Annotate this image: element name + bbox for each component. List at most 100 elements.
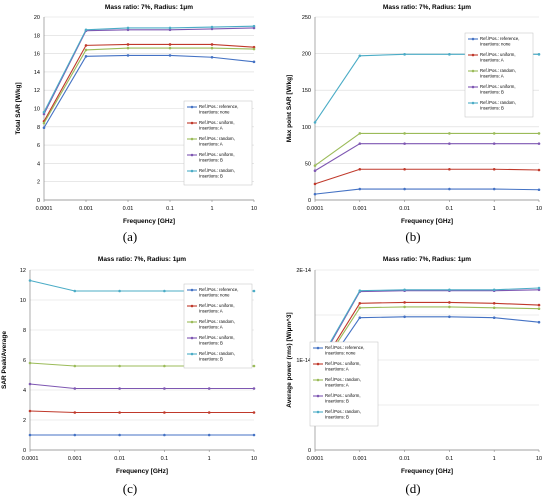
series-1-point: [358, 316, 362, 319]
series-2-point: [313, 182, 317, 186]
legend-marker: [190, 153, 194, 157]
x-tick-label: 0.1: [166, 206, 174, 212]
series-5-point: [537, 286, 541, 290]
legend-label: Insertions: none: [199, 110, 230, 115]
x-axis-label: Frequency [GHz]: [123, 218, 175, 225]
legend-label: Ref./Pos.: uniform,: [480, 84, 516, 89]
series-3-point: [163, 364, 166, 368]
series-5-point: [252, 289, 256, 293]
series-1-point: [163, 433, 166, 437]
y-tick-label: 2: [37, 180, 40, 186]
legend-marker: [190, 352, 194, 356]
y-tick-label: 1E-14: [296, 358, 311, 364]
series-4-point: [252, 387, 256, 390]
series-2-point: [358, 167, 362, 171]
legend-label: Insertions: B: [199, 158, 223, 163]
series-line-2: [43, 43, 255, 122]
series-1-point: [537, 320, 541, 324]
legend-label: Insertions: A: [199, 126, 223, 131]
legend-label: Insertions: A: [480, 58, 504, 63]
legend-label: Ref./Pos.: uniform,: [199, 120, 235, 125]
legend-marker: [190, 169, 194, 173]
series-1-point: [28, 433, 32, 437]
series-3-point: [42, 121, 46, 125]
legend-label: Ref./Pos.: reference,: [199, 104, 238, 109]
x-tick-label: 0.1: [446, 206, 454, 212]
y-tick-label: 20: [34, 15, 40, 21]
legend-label: Ref./Pos.: reference,: [480, 36, 519, 41]
series-3-point: [252, 47, 256, 51]
x-tick-label: 0.001: [79, 206, 93, 212]
panel-caption: (d): [405, 481, 420, 496]
series-3-point: [448, 305, 451, 309]
y-axis-label: Max point SAR [W/kg]: [286, 75, 293, 143]
series-3-point: [118, 364, 121, 368]
legend-marker: [316, 378, 320, 382]
x-tick-label: 0.001: [353, 456, 367, 462]
series-3-point: [448, 132, 451, 135]
legend-label: Ref./Pos.: uniform,: [325, 393, 361, 398]
legend-label: Insertions: B: [199, 357, 223, 362]
y-tick-label: 0: [37, 198, 40, 204]
y-tick-label: 50: [305, 161, 311, 167]
series-4-point: [358, 142, 362, 145]
x-tick-label: 10: [251, 206, 257, 212]
series-2-point: [73, 411, 77, 414]
series-2-point: [163, 411, 166, 414]
series-4-point: [73, 387, 77, 390]
legend-label: Insertions: none: [199, 293, 230, 298]
legend-label: Insertions: A: [199, 325, 223, 330]
series-3-point: [403, 305, 406, 309]
series-2-point: [28, 409, 32, 413]
series-5-point: [403, 53, 406, 56]
series-2-point: [252, 411, 256, 414]
legend-label: Ref./Pos.: reference,: [199, 287, 238, 292]
series-4-point: [492, 142, 496, 145]
y-tick-label: 16: [34, 52, 40, 58]
x-tick-label: 0.0001: [307, 206, 324, 212]
y-tick-label: 250: [302, 15, 311, 21]
series-1-point: [126, 54, 130, 57]
legend-label: Ref./Pos.: random,: [199, 319, 235, 324]
series-2-point: [448, 167, 451, 171]
series-4-point: [313, 169, 317, 173]
x-tick-label: 1: [493, 456, 496, 462]
x-tick-label: 0.0001: [22, 456, 39, 462]
series-5-point: [358, 54, 362, 58]
series-1-point: [252, 433, 256, 437]
series-2-point: [403, 301, 406, 304]
legend-marker: [190, 105, 194, 109]
series-1-point: [403, 187, 406, 191]
y-tick-label: 150: [302, 88, 311, 94]
y-tick-label: 2: [23, 418, 26, 424]
series-line-1: [314, 188, 540, 195]
series-line-4: [314, 143, 539, 172]
y-tick-label: 10: [20, 298, 26, 304]
panel-caption: (b): [405, 229, 420, 244]
legend-marker: [316, 362, 320, 366]
series-2-point: [126, 43, 130, 46]
x-tick-label: 1: [210, 206, 213, 212]
series-1-point: [210, 55, 214, 59]
series-3-point: [73, 364, 77, 368]
series-2-point: [210, 43, 214, 46]
legend-marker: [316, 346, 320, 350]
series-1-point: [252, 60, 256, 64]
series-4-point: [403, 142, 406, 145]
series-2-point: [492, 167, 496, 171]
series-line-1: [43, 54, 255, 128]
legend-label: Ref./Pos.: random,: [325, 409, 361, 414]
series-1-point: [42, 126, 46, 130]
y-tick-label: 0: [308, 198, 311, 204]
legend-label: Ref./Pos.: reference,: [325, 345, 364, 350]
y-tick-label: 12: [34, 88, 40, 94]
x-tick-label: 10: [536, 206, 542, 212]
series-line-3: [314, 306, 540, 378]
series-3-point: [403, 132, 406, 135]
x-tick-label: 1: [493, 206, 496, 212]
series-3-point: [210, 46, 214, 50]
legend: Ref./Pos.: reference,Insertions: none Ref…: [309, 341, 379, 427]
series-3-point: [313, 164, 317, 167]
legend-label: Insertions: A: [480, 74, 504, 79]
x-tick-label: 0.001: [68, 456, 82, 462]
